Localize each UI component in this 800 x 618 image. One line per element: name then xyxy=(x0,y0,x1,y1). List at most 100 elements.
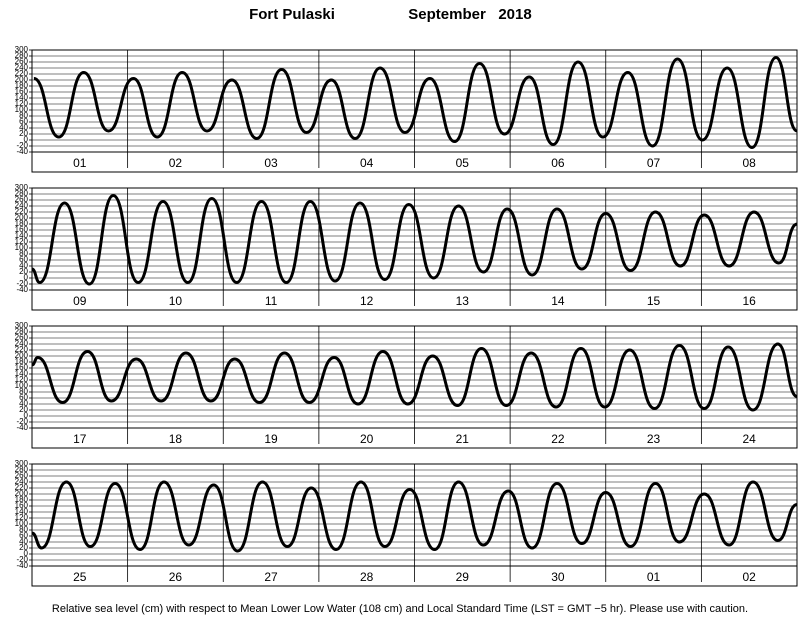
day-label: 02 xyxy=(743,570,757,584)
y-tick-label: 140 xyxy=(15,369,29,378)
day-label: 19 xyxy=(264,432,278,446)
y-tick-label: 120 xyxy=(15,237,29,246)
y-tick-label: -40 xyxy=(16,285,28,294)
y-tick-label: 40 xyxy=(19,261,28,270)
y-tick-label: 60 xyxy=(19,117,28,126)
y-tick-label: 0 xyxy=(24,273,29,282)
y-tick-label: 140 xyxy=(15,507,29,516)
day-label: 06 xyxy=(551,156,565,170)
station-title: Fort Pulaski xyxy=(249,6,335,23)
y-tick-label: 180 xyxy=(15,357,29,366)
y-tick-label: 240 xyxy=(15,339,29,348)
y-tick-label: 260 xyxy=(15,333,29,342)
y-tick-label: -40 xyxy=(16,423,28,432)
day-label: 09 xyxy=(73,294,87,308)
y-tick-label: 40 xyxy=(19,123,28,132)
y-tick-label: 160 xyxy=(15,501,29,510)
y-tick-label: 300 xyxy=(15,183,29,192)
y-tick-label: 140 xyxy=(15,231,29,240)
plot-frame xyxy=(31,187,798,311)
y-tick-label: 260 xyxy=(15,57,29,66)
y-tick-label: -20 xyxy=(16,141,28,150)
y-tick-label: 0 xyxy=(24,411,29,420)
caption: Relative sea level (cm) with respect to … xyxy=(52,603,748,615)
day-label: 27 xyxy=(264,570,278,584)
day-label: 01 xyxy=(647,570,661,584)
y-tick-label: 200 xyxy=(15,351,29,360)
y-tick-label: -20 xyxy=(16,279,28,288)
y-tick-label: 20 xyxy=(19,129,28,138)
y-tick-label: 0 xyxy=(24,135,29,144)
y-tick-label: 220 xyxy=(15,69,29,78)
tide-line xyxy=(31,342,798,412)
y-tick-label: -20 xyxy=(16,417,28,426)
y-tick-label: 60 xyxy=(19,531,28,540)
day-label: 12 xyxy=(360,294,374,308)
day-label: 22 xyxy=(551,432,565,446)
plot-frame xyxy=(31,463,798,587)
y-tick-label: 120 xyxy=(15,375,29,384)
y-tick-label: 120 xyxy=(15,99,29,108)
y-tick-label: 0 xyxy=(24,549,29,558)
y-tick-label: 40 xyxy=(19,537,28,546)
y-tick-label: 100 xyxy=(15,519,29,528)
y-tick-label: 60 xyxy=(19,393,28,402)
day-label: 15 xyxy=(647,294,661,308)
y-tick-label: 300 xyxy=(15,45,29,54)
y-tick-label: 280 xyxy=(15,465,29,474)
y-tick-label: 80 xyxy=(19,111,28,120)
y-tick-label: 140 xyxy=(15,93,29,102)
day-label: 26 xyxy=(169,570,183,584)
y-tick-label: 260 xyxy=(15,195,29,204)
y-tick-label: 100 xyxy=(15,381,29,390)
y-tick-label: -40 xyxy=(16,147,28,156)
day-label: 13 xyxy=(456,294,470,308)
y-tick-label: 200 xyxy=(15,213,29,222)
day-label: 08 xyxy=(743,156,757,170)
day-label: 03 xyxy=(264,156,278,170)
y-tick-label: 280 xyxy=(15,189,29,198)
y-tick-label: 180 xyxy=(15,495,29,504)
y-tick-label: 120 xyxy=(15,513,29,522)
y-tick-label: 260 xyxy=(15,471,29,480)
day-label: 21 xyxy=(456,432,470,446)
plot-frame xyxy=(31,325,798,449)
day-label: 16 xyxy=(743,294,757,308)
y-tick-label: 160 xyxy=(15,225,29,234)
plot-frame xyxy=(31,49,798,173)
y-tick-label: 220 xyxy=(15,207,29,216)
y-tick-label: 160 xyxy=(15,87,29,96)
y-tick-label: -20 xyxy=(16,555,28,564)
tide-line xyxy=(31,480,798,553)
date-title: September 2018 xyxy=(408,6,531,23)
day-label: 24 xyxy=(743,432,757,446)
day-label: 25 xyxy=(73,570,87,584)
day-label: 11 xyxy=(265,294,278,308)
day-label: 14 xyxy=(551,294,565,308)
y-tick-label: 20 xyxy=(19,405,28,414)
y-tick-label: 240 xyxy=(15,63,29,72)
day-label: 04 xyxy=(360,156,374,170)
y-tick-label: 300 xyxy=(15,459,29,468)
y-tick-label: 200 xyxy=(15,489,29,498)
y-tick-label: -40 xyxy=(16,561,28,570)
day-label: 23 xyxy=(647,432,661,446)
y-tick-label: 20 xyxy=(19,267,28,276)
y-tick-label: 240 xyxy=(15,477,29,486)
day-label: 17 xyxy=(73,432,87,446)
day-label: 28 xyxy=(360,570,374,584)
day-label: 02 xyxy=(169,156,183,170)
y-tick-label: 40 xyxy=(19,399,28,408)
day-label: 05 xyxy=(456,156,470,170)
y-tick-label: 200 xyxy=(15,75,29,84)
y-tick-label: 280 xyxy=(15,327,29,336)
y-tick-label: 100 xyxy=(15,243,29,252)
y-tick-label: 180 xyxy=(15,81,29,90)
day-label: 29 xyxy=(456,570,470,584)
y-tick-label: 160 xyxy=(15,363,29,372)
day-label: 10 xyxy=(169,294,183,308)
day-label: 01 xyxy=(73,156,87,170)
y-tick-label: 180 xyxy=(15,219,29,228)
day-label: 18 xyxy=(169,432,183,446)
day-label: 07 xyxy=(647,156,661,170)
